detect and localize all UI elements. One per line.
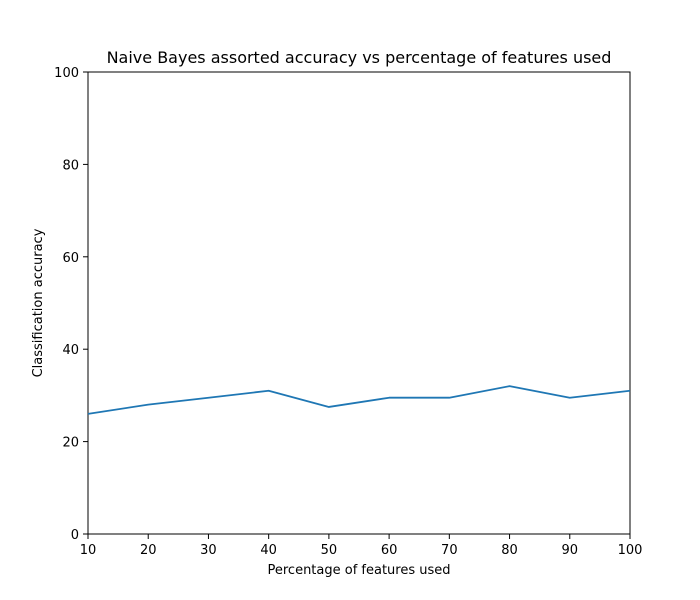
x-tick-label: 40 bbox=[260, 543, 277, 558]
x-axis: 10 20 30 40 50 60 70 80 90 100 bbox=[80, 534, 643, 558]
x-tick-label: 10 bbox=[80, 543, 97, 558]
y-axis: 0 20 40 60 80 100 bbox=[54, 66, 88, 543]
y-tick-label: 80 bbox=[62, 158, 79, 173]
x-axis-label: Percentage of features used bbox=[267, 563, 450, 578]
x-tick-label: 60 bbox=[381, 543, 398, 558]
x-tick-label: 90 bbox=[562, 543, 579, 558]
y-tick-label: 40 bbox=[62, 343, 79, 358]
y-tick-label: 0 bbox=[71, 528, 79, 543]
x-tick-label: 50 bbox=[321, 543, 338, 558]
x-tick-label: 20 bbox=[140, 543, 157, 558]
y-axis-label: Classification accuracy bbox=[31, 228, 46, 377]
series-layer bbox=[87, 385, 631, 415]
y-tick-label: 100 bbox=[54, 66, 79, 81]
plot-area-frame bbox=[87, 71, 631, 535]
x-tick-label: 80 bbox=[501, 543, 518, 558]
y-tick-label: 60 bbox=[62, 251, 79, 266]
y-tick-label: 20 bbox=[62, 436, 79, 451]
x-tick-label: 70 bbox=[441, 543, 458, 558]
chart-title: Naive Bayes assorted accuracy vs percent… bbox=[107, 48, 612, 67]
x-tick-label: 100 bbox=[618, 543, 643, 558]
series-line bbox=[87, 385, 631, 415]
x-tick-label: 30 bbox=[200, 543, 217, 558]
